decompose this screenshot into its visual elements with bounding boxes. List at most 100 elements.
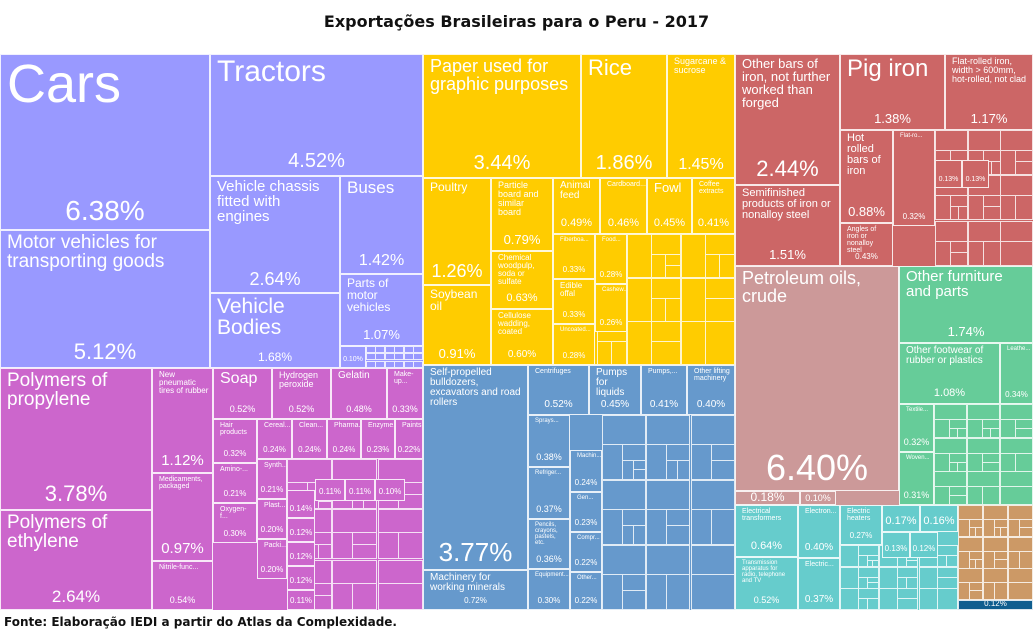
treemap-small-tile[interactable] — [1015, 428, 1033, 438]
treemap-tile[interactable]: Uncoated... 0.28% — [553, 324, 595, 365]
treemap-small-tile[interactable] — [318, 501, 332, 509]
treemap-tile[interactable]: Semifinished products of iron or nonallo… — [735, 185, 840, 266]
treemap-tile[interactable]: Electric... 0.37% — [798, 558, 840, 610]
treemap-small-tile[interactable] — [711, 509, 735, 545]
treemap-small-tile[interactable] — [994, 582, 1008, 600]
treemap-small-tile[interactable] — [906, 560, 918, 567]
treemap-small-tile[interactable] — [378, 583, 423, 610]
treemap-tile[interactable]: Flat-rolled iron, width > 600mm, hot-rol… — [945, 54, 1033, 130]
treemap-tile[interactable]: Sugarcane & sucrose 1.45% — [667, 54, 735, 178]
treemap-tile[interactable]: Food... 0.28% — [595, 234, 627, 284]
treemap-tile[interactable]: 0.11% — [287, 590, 315, 610]
treemap-small-tile[interactable] — [1015, 195, 1033, 220]
treemap-small-tile[interactable] — [622, 590, 646, 610]
treemap-tile[interactable]: Leathe... 0.34% — [1000, 343, 1033, 404]
treemap-small-tile[interactable] — [394, 361, 404, 368]
treemap-small-tile[interactable] — [946, 555, 958, 567]
treemap-small-tile[interactable] — [1015, 453, 1033, 472]
treemap-tile[interactable]: 0.13% — [962, 160, 989, 188]
treemap-tile[interactable]: Pig iron 1.38% — [840, 54, 945, 130]
treemap-small-tile[interactable] — [413, 353, 423, 360]
treemap-small-tile[interactable] — [651, 341, 681, 365]
treemap-tile[interactable]: 0.11% — [315, 479, 345, 501]
treemap-small-tile[interactable] — [413, 346, 423, 353]
treemap-small-tile[interactable] — [1000, 241, 1033, 266]
treemap-tile[interactable]: 0.18% — [735, 491, 800, 505]
treemap-tile[interactable]: Oxygen-f... 0.30% — [213, 503, 257, 543]
treemap-small-tile[interactable] — [937, 588, 958, 610]
treemap-small-tile[interactable] — [413, 361, 423, 368]
treemap-tile[interactable]: Hair products 0.32% — [213, 419, 257, 463]
treemap-tile[interactable]: Tractors 4.52% — [210, 54, 423, 176]
treemap-tile[interactable]: Petroleum oils, crude 6.40% — [735, 266, 899, 491]
treemap-tile[interactable]: Cashew... 0.26% — [595, 284, 627, 332]
treemap-small-tile[interactable] — [982, 486, 1000, 505]
treemap-small-tile[interactable] — [705, 321, 735, 365]
treemap-small-tile[interactable] — [949, 495, 967, 505]
treemap-tile[interactable]: Electron... 0.40% — [798, 505, 840, 558]
treemap-tile[interactable]: 0.14% — [287, 490, 315, 518]
treemap-tile[interactable]: Woven... 0.31% — [899, 452, 934, 505]
treemap-tile[interactable]: Hydrogen peroxide 0.52% — [272, 368, 331, 419]
treemap-small-tile[interactable] — [666, 574, 690, 610]
treemap-tile[interactable]: Motor vehicles for transporting goods 5.1… — [0, 230, 210, 368]
treemap-tile[interactable]: Clean... 0.24% — [292, 419, 327, 459]
treemap-tile[interactable]: Electrical transformers 0.64% — [735, 505, 798, 557]
treemap-tile[interactable]: Flat-ro... 0.32% — [893, 130, 935, 226]
treemap-small-tile[interactable] — [958, 206, 968, 220]
treemap-tile[interactable]: 0.10% — [800, 491, 836, 505]
treemap-tile[interactable]: Sprays... 0.38% — [528, 415, 570, 467]
treemap-tile[interactable]: Paints... 0.22% — [395, 419, 423, 459]
treemap-tile[interactable]: Polymers of ethylene 2.64% — [0, 510, 152, 610]
treemap-tile[interactable]: Other... 0.22% — [570, 572, 602, 610]
treemap-small-tile[interactable] — [394, 346, 404, 353]
treemap-small-tile[interactable] — [375, 346, 385, 353]
treemap-tile[interactable]: Compr... 0.22% — [570, 532, 602, 572]
treemap-tile[interactable]: Centrifuges 0.52% — [528, 365, 589, 415]
treemap-tile[interactable]: Pumps,... 0.41% — [641, 365, 687, 415]
treemap-tile[interactable]: 0.11% — [345, 479, 375, 501]
treemap-tile[interactable]: Edible offal 0.33% — [553, 279, 595, 324]
treemap-tile[interactable]: 0.12% — [287, 542, 315, 566]
treemap-tile[interactable]: 0.12% — [910, 532, 938, 558]
treemap-tile[interactable]: Cellulose wadding, coated 0.60% — [491, 309, 553, 365]
treemap-small-tile[interactable] — [1019, 551, 1033, 569]
treemap-small-tile[interactable] — [665, 265, 681, 278]
treemap-tile[interactable]: Pumps for liquids 0.45% — [589, 365, 641, 415]
treemap-tile[interactable]: Cars 6.38% — [0, 54, 210, 230]
treemap-small-tile[interactable] — [1008, 582, 1033, 600]
treemap-tile[interactable]: 0.13% — [882, 532, 910, 558]
treemap-tile[interactable]: Hot rolled bars of iron 0.88% — [840, 130, 893, 223]
treemap-small-tile[interactable] — [398, 532, 423, 559]
treemap-tile[interactable]: Buses 1.42% — [340, 176, 423, 274]
treemap-small-tile[interactable] — [719, 254, 735, 278]
treemap-tile[interactable]: Self-propelled bulldozers, excavators an… — [423, 365, 528, 570]
treemap-tile[interactable]: Polymers of propylene 3.78% — [0, 368, 152, 510]
treemap-tile[interactable]: Particle board and similar board 0.79% — [491, 178, 553, 251]
treemap-tile[interactable]: Packi... 0.20% — [257, 539, 287, 579]
treemap-small-tile[interactable] — [705, 298, 735, 322]
treemap-small-tile[interactable] — [990, 428, 1000, 438]
treemap-tile[interactable]: Vehicle Bodies 1.68% — [210, 293, 340, 368]
treemap-tile[interactable]: Fiberboa... 0.33% — [553, 234, 595, 279]
treemap-small-tile[interactable] — [969, 590, 983, 600]
treemap-small-tile[interactable] — [394, 353, 404, 360]
treemap-tile[interactable]: Nitrile-func... 0.54% — [152, 561, 213, 610]
treemap-tile[interactable]: Plast... 0.20% — [257, 499, 287, 539]
treemap-tile[interactable]: Machin... 0.24% — [570, 450, 602, 492]
treemap-tile[interactable]: Chemical woodpulp, soda or sulfate 0.63% — [491, 251, 553, 309]
treemap-tile[interactable]: New pneumatic tires of rubber 1.12% — [152, 368, 213, 473]
treemap-small-tile[interactable] — [318, 544, 332, 559]
treemap-tile[interactable]: Vehicle chassis fitted with engines 2.64% — [210, 176, 340, 293]
treemap-small-tile[interactable] — [352, 583, 377, 610]
treemap-tile[interactable]: Electric heaters 0.27% — [840, 505, 882, 545]
treemap-tile[interactable]: 0.16% — [920, 505, 958, 532]
treemap-small-tile[interactable] — [872, 560, 879, 567]
treemap-small-tile[interactable] — [666, 525, 690, 545]
treemap-small-tile[interactable] — [983, 206, 1001, 220]
treemap-tile[interactable]: Paper used for graphic purposes 3.44% — [423, 54, 581, 178]
treemap-small-tile[interactable] — [711, 460, 735, 480]
treemap-tile[interactable]: Poultry 1.26% — [423, 178, 491, 285]
treemap-tile[interactable]: Make-up... 0.33% — [387, 368, 423, 419]
treemap-small-tile[interactable] — [691, 574, 735, 610]
